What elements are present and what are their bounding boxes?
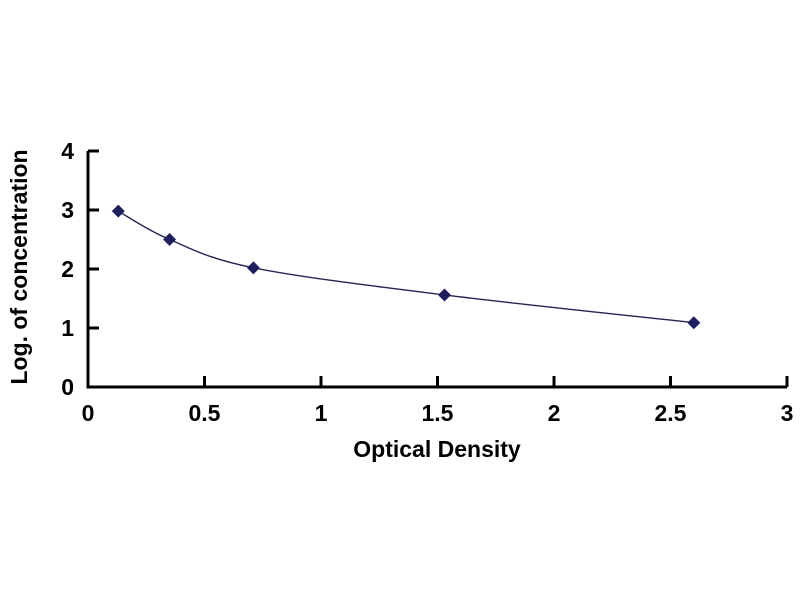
x-tick-label: 1: [315, 400, 328, 426]
standard-curve-line: [117, 210, 694, 324]
y-tick-label: 3: [61, 197, 74, 223]
x-tick-label: 2.5: [655, 400, 687, 426]
x-axis-title: Optical Density: [353, 436, 521, 462]
axes-layer: 0 1 2 3 4 0 0.5 1 1.5 2 2.5 3: [61, 138, 793, 426]
x-tick-label: 2: [548, 400, 561, 426]
data-point-marker: [437, 288, 451, 302]
x-tick-label: 0.5: [189, 400, 221, 426]
data-point-marker: [163, 233, 177, 246]
data-point-marker: [687, 316, 701, 330]
data-series-layer: [111, 204, 701, 330]
y-tick-label: 1: [61, 315, 74, 341]
y-tick-label: 0: [61, 374, 74, 400]
data-point-marker: [111, 204, 125, 218]
axis-lines: [86, 151, 787, 389]
x-tick-label: 0: [82, 400, 95, 426]
y-tick-label: 4: [61, 138, 74, 164]
y-axis-title: Log. of concentration: [6, 149, 32, 384]
data-point-marker: [246, 261, 260, 275]
y-tick-label: 2: [61, 256, 74, 282]
x-tick-label: 1.5: [422, 400, 454, 426]
x-tick-label: 3: [781, 400, 794, 426]
